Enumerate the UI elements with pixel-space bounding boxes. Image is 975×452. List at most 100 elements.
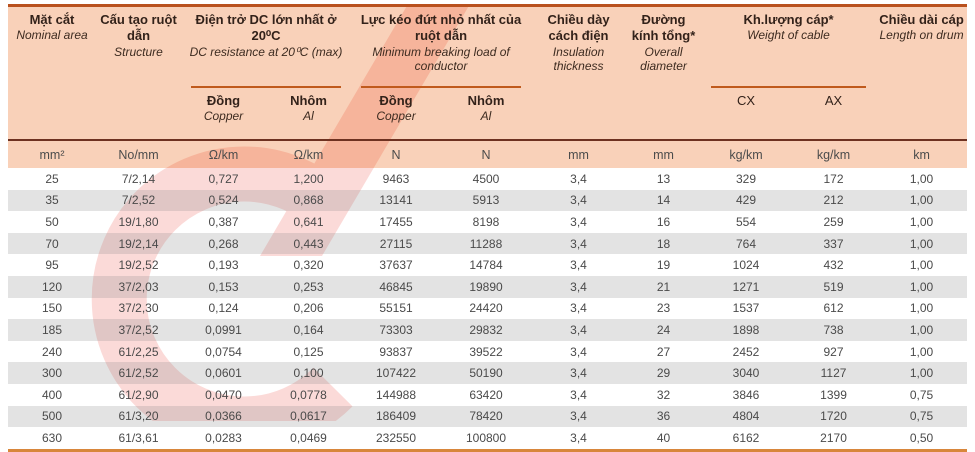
cell: 7/2,14	[96, 168, 181, 190]
unit-cell: N	[441, 139, 532, 168]
header-drum-length-en: Length on drum	[879, 28, 964, 43]
cell: 1271	[701, 275, 792, 298]
cell: 25	[8, 168, 96, 190]
cell: 0,268	[181, 232, 266, 255]
cell: 4500	[441, 168, 532, 190]
cell: 0,75	[876, 383, 968, 406]
cell: 3846	[701, 383, 792, 406]
cell: 630	[8, 427, 96, 451]
cell: 1,00	[876, 168, 968, 190]
cell: 1720	[791, 405, 877, 428]
subheader-aluminum-breaking-en: Al	[480, 109, 492, 124]
cell: 0,727	[181, 168, 266, 190]
table-row: 25 7/2,14 0,727 1,200 9463 4500 3,4 13 329 172 1,0…	[8, 168, 968, 190]
cell: 0,524	[181, 189, 266, 212]
cell: 19/1,80	[96, 211, 181, 233]
cell: 61/3,61	[96, 427, 181, 451]
cell: 0,0469	[266, 427, 352, 451]
cell: 0,206	[266, 297, 352, 320]
cell: 3,4	[531, 168, 627, 190]
cell: 29832	[441, 319, 532, 341]
unit-cell: km	[876, 139, 968, 168]
cell: 3,4	[531, 362, 627, 384]
table-row: 300 61/2,52 0,0601 0,100 107422 50190 3,4 29 304…	[8, 362, 968, 384]
cell: 150	[8, 297, 96, 320]
cell: 27	[626, 340, 702, 363]
header-overall-diameter-vi: Đường kính tổng*	[631, 12, 696, 44]
cell: 300	[8, 362, 96, 384]
table-row: 50 19/1,80 0,387 0,641 17455 8198 3,4 16 554 259 1…	[8, 211, 968, 233]
header-cable-weight: Kh.lượng cáp* Weight of cable	[701, 5, 877, 88]
cell: 36	[626, 405, 702, 428]
cell: 1,200	[266, 168, 352, 190]
cell: 1,00	[876, 211, 968, 233]
units-row: mm² No/mm Ω/km Ω/km N N mm mm kg/km kg/k…	[8, 139, 968, 168]
cell: 0,320	[266, 254, 352, 276]
cell: 3,4	[531, 232, 627, 255]
cell: 0,124	[181, 297, 266, 320]
header-breaking-load: Lực kéo đứt nhỏ nhất của ruột dẫn Minimu…	[351, 5, 532, 88]
table-row: 240 61/2,25 0,0754 0,125 93837 39522 3,4 27 2452…	[8, 340, 968, 363]
cell: 37637	[351, 254, 442, 276]
cell: 0,75	[876, 405, 968, 428]
cell: 95	[8, 254, 96, 276]
cell: 1127	[791, 362, 877, 384]
cell: 554	[701, 211, 792, 233]
cell: 1,00	[876, 319, 968, 341]
cell: 50	[8, 211, 96, 233]
cell: 63420	[441, 383, 532, 406]
subheader-cx-label: CX	[736, 93, 756, 108]
cell: 73303	[351, 319, 442, 341]
header-breaking-load-en: Minimum breaking load of conductor	[372, 44, 510, 73]
cable-spec-table-container: Mặt cắt Nominal area Cấu tạo ruột dẫn St…	[8, 4, 968, 452]
table-row: 35 7/2,52 0,524 0,868 13141 5913 3,4 14 429 212 1,…	[8, 189, 968, 212]
subheader-copper-breaking: Đồng Copper	[351, 88, 442, 140]
cell: 0,0778	[266, 383, 352, 406]
cell: 1,00	[876, 232, 968, 255]
header-drum-length-vi: Chiều dài cáp	[879, 12, 964, 27]
subheader-copper-breaking-vi: Đồng	[379, 93, 413, 108]
cell: 37/2,30	[96, 297, 181, 320]
table-body: 25 7/2,14 0,727 1,200 9463 4500 3,4 13 329 172 1,0…	[8, 168, 968, 451]
cell: 212	[791, 189, 877, 212]
cell: 55151	[351, 297, 442, 320]
subheader-aluminum-resistance: Nhôm Al	[266, 88, 352, 140]
unit-cell: kg/km	[701, 139, 792, 168]
table-row: 400 61/2,90 0,0470 0,0778 144988 63420 3,4 32 38…	[8, 383, 968, 406]
cell: 0,0991	[181, 319, 266, 341]
header-breaking-load-vi: Lực kéo đứt nhỏ nhất của ruột dẫn	[360, 12, 522, 44]
cell: 519	[791, 275, 877, 298]
cell: 1024	[701, 254, 792, 276]
cell: 0,0283	[181, 427, 266, 451]
cell: 1,00	[876, 340, 968, 363]
cell: 39522	[441, 340, 532, 363]
cell: 37/2,52	[96, 319, 181, 341]
cell: 40	[626, 427, 702, 451]
cell: 13141	[351, 189, 442, 212]
cell: 19890	[441, 275, 532, 298]
cell: 0,193	[181, 254, 266, 276]
cell: 337	[791, 232, 877, 255]
cell: 16	[626, 211, 702, 233]
table-row: 150 37/2,30 0,124 0,206 55151 24420 3,4 23 1537 6…	[8, 297, 968, 320]
subheader-aluminum-resistance-en: Al	[303, 109, 314, 124]
table-row: 630 61/3,61 0,0283 0,0469 232550 100800 3,4 40 6…	[8, 427, 968, 451]
header-overall-diameter-en: Overall diameter	[640, 44, 687, 73]
cell: 1,00	[876, 297, 968, 320]
table-row: 185 37/2,52 0,0991 0,164 73303 29832 3,4 24 1898…	[8, 319, 968, 341]
cell: 2170	[791, 427, 877, 451]
cell: 46845	[351, 275, 442, 298]
subheader-copper-resistance-vi: Đồng	[206, 93, 241, 108]
header-nominal-area-vi: Mặt cắt	[29, 12, 75, 27]
cell: 4804	[701, 405, 792, 428]
cell: 18	[626, 232, 702, 255]
cell: 19/2,52	[96, 254, 181, 276]
cell: 24420	[441, 297, 532, 320]
header-cable-weight-vi: Kh.lượng cáp*	[743, 12, 834, 27]
cell: 100800	[441, 427, 532, 451]
cell: 35	[8, 189, 96, 212]
cell: 0,0754	[181, 340, 266, 363]
cell: 1898	[701, 319, 792, 341]
cell: 19	[626, 254, 702, 276]
header-dc-resistance-vi: Điện trở DC lớn nhất ở 20⁰C	[195, 12, 337, 44]
